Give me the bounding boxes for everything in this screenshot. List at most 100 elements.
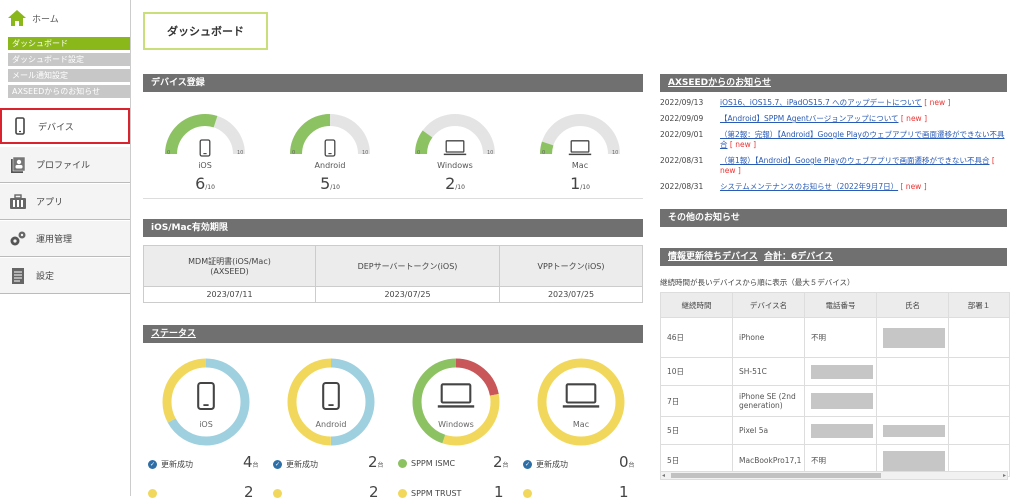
gauge-tick-min: 0 <box>542 150 546 156</box>
gauge-count: 6/10 <box>195 174 215 193</box>
yellow-dot-icon <box>273 489 282 498</box>
news-item: 2022/09/13 iOS16、iOS15.7、iPadOS15.7 へのアップ… <box>660 98 1010 108</box>
cell-duration: 10日 <box>660 357 733 386</box>
expiry-table: MDM証明書(iOS/Mac) (AXSEED) DEPサーバートークン(iOS… <box>143 245 643 303</box>
status-line-label: SPPM TRUST <box>411 489 462 498</box>
menu-device-label: デバイス <box>38 122 74 133</box>
device-registration-title: デバイス登録 <box>151 78 205 88</box>
news-title-link[interactable]: システムメンテナンスのお知らせ（2022年9月7日） <box>720 182 899 191</box>
gauge-count: 5/10 <box>320 174 340 193</box>
status-title[interactable]: ステータス <box>151 329 197 339</box>
status-line: ✓ 更新成功 4台 <box>148 453 263 471</box>
expiry-value-mdm: 2023/07/11 <box>143 286 316 303</box>
news-item: 2022/08/31 （第1報）【Android】Google Playのウェブア… <box>660 156 1010 176</box>
news-title-link[interactable]: 【Android】SPPM Agentバージョンアップについて <box>720 114 899 123</box>
status-count: 2台 <box>368 453 384 471</box>
table-row[interactable]: 10日 SH-51C <box>660 357 1010 386</box>
news-date: 2022/08/31 <box>660 156 704 165</box>
gauge-tick-min: 0 <box>167 150 171 156</box>
status-count: 4台 <box>243 453 259 471</box>
cell-device: Pixel 5a <box>732 416 805 445</box>
pending-devices-total[interactable]: 合計：6デバイス <box>764 252 834 262</box>
axseed-news-title[interactable]: AXSEEDからのお知らせ <box>668 78 771 88</box>
col-phone: 電話番号 <box>804 292 877 318</box>
status-line-label: 更新成功 <box>536 460 568 469</box>
news-new-badge: [ new ] <box>900 114 927 123</box>
horizontal-scrollbar[interactable]: ◂ ▸ <box>660 471 1008 480</box>
redacted-block <box>811 393 873 409</box>
status-count: 2台 <box>493 453 509 471</box>
cell-device: SH-51C <box>732 357 805 386</box>
cell-duration: 5日 <box>660 416 733 445</box>
home-link[interactable]: ホーム <box>8 8 59 28</box>
status-line: ✓ 更新成功 2台 <box>273 453 388 471</box>
col-name: 氏名 <box>876 292 949 318</box>
gauge-count: 1/10 <box>570 174 590 193</box>
donut-label: Mac <box>572 420 590 429</box>
status-line: 1 <box>523 483 638 501</box>
cell-device: iPhone <box>732 317 805 358</box>
pending-devices-title[interactable]: 情報更新待ちデバイス <box>668 252 758 262</box>
redacted-block <box>811 423 873 438</box>
expiry-header-dep: DEPサーバートークン(iOS) <box>315 245 500 287</box>
table-row[interactable]: 46日 iPhone 不明 <box>660 317 1010 358</box>
gauge-mac: 0 10 Mac 1/10 <box>535 104 645 224</box>
status-header: ステータス <box>143 325 643 343</box>
news-new-badge: [ new ] <box>720 156 995 175</box>
scroll-left-icon[interactable]: ◂ <box>662 472 666 479</box>
news-date: 2022/09/13 <box>660 98 704 107</box>
sub-navigation: ダッシュボード ダッシュボード設定 メール通知設定 AXSEEDからのお知らせ <box>8 37 130 101</box>
gauge-count: 2/10 <box>445 174 465 193</box>
table-row[interactable]: 5日 Pixel 5a <box>660 416 1010 445</box>
redacted-block <box>883 424 945 437</box>
gauge-tick-max: 10 <box>612 150 619 156</box>
expiry-header-mdm: MDM証明書(iOS/Mac) (AXSEED) <box>143 245 316 287</box>
cell-phone <box>804 385 877 417</box>
gauge-label: iOS <box>198 161 212 170</box>
menu-operations[interactable]: 運用管理 <box>0 221 130 257</box>
check-icon: ✓ <box>148 460 157 469</box>
scroll-right-icon[interactable]: ▸ <box>1002 472 1006 479</box>
expiry-header-vpp: VPPトークン(iOS) <box>499 245 643 287</box>
gauge-tick-min: 0 <box>292 150 296 156</box>
news-title-link[interactable]: iOS16、iOS15.7、iPadOS15.7 へのアップデートについて <box>720 98 922 107</box>
check-icon: ✓ <box>273 460 282 469</box>
status-line: 2 <box>273 483 388 501</box>
col-device-name: デバイス名 <box>732 292 805 318</box>
subnav-axseed-news[interactable]: AXSEEDからのお知らせ <box>8 85 130 98</box>
cell-device: iPhone SE (2nd generation) <box>732 385 805 417</box>
yellow-dot-icon <box>398 489 407 498</box>
menu-profile[interactable]: プロファイル <box>0 147 130 183</box>
menu-app[interactable]: アプリ <box>0 184 130 220</box>
gauge-ios: 0 10 iOS 6/10 <box>160 104 270 224</box>
cell-duration: 46日 <box>660 317 733 358</box>
pending-devices-table: 継続時間 デバイス名 電話番号 氏名 部署１ 46日 iPhone 不明 10日… <box>660 292 1010 477</box>
subnav-dashboard-settings[interactable]: ダッシュボード設定 <box>8 53 130 66</box>
app-icon <box>10 193 26 209</box>
news-title-link[interactable]: （第2報：完報）【Android】Google Playのウェブアプリで画面遷移… <box>720 130 1005 149</box>
status-count: 2 <box>369 483 379 501</box>
news-date: 2022/08/31 <box>660 182 704 191</box>
status-line: ✓ 更新成功 0台 <box>523 453 638 471</box>
menu-operations-label: 運用管理 <box>36 235 73 245</box>
table-row[interactable]: 7日 iPhone SE (2nd generation) <box>660 385 1010 417</box>
donut-label: Android <box>315 420 347 429</box>
status-donut-android: Android <box>285 356 377 448</box>
subnav-dashboard[interactable]: ダッシュボード <box>8 37 130 50</box>
home-label: ホーム <box>32 14 59 25</box>
news-title-link[interactable]: （第1報）【Android】Google Playのウェブアプリで画面遷移ができ… <box>720 156 990 165</box>
scroll-thumb[interactable] <box>671 473 881 478</box>
menu-settings[interactable]: 設定 <box>0 258 130 294</box>
cell-department <box>948 385 1010 417</box>
status-line-label: 更新成功 <box>286 460 318 469</box>
cell-department <box>948 416 1010 445</box>
gauge-android: 0 10 Android 5/10 <box>285 104 395 224</box>
cell-phone <box>804 357 877 386</box>
menu-device[interactable]: デバイス <box>0 108 130 144</box>
cell-phone: 不明 <box>804 317 877 358</box>
pending-note: 継続時間が長いデバイスから順に表示（最大５デバイス） <box>660 278 855 287</box>
subnav-mail-settings[interactable]: メール通知設定 <box>8 69 130 82</box>
gauge-tick-max: 10 <box>487 150 494 156</box>
gauge-label: Windows <box>437 161 473 170</box>
news-item: 2022/08/31 システムメンテナンスのお知らせ（2022年9月7日） [ n… <box>660 182 1010 192</box>
